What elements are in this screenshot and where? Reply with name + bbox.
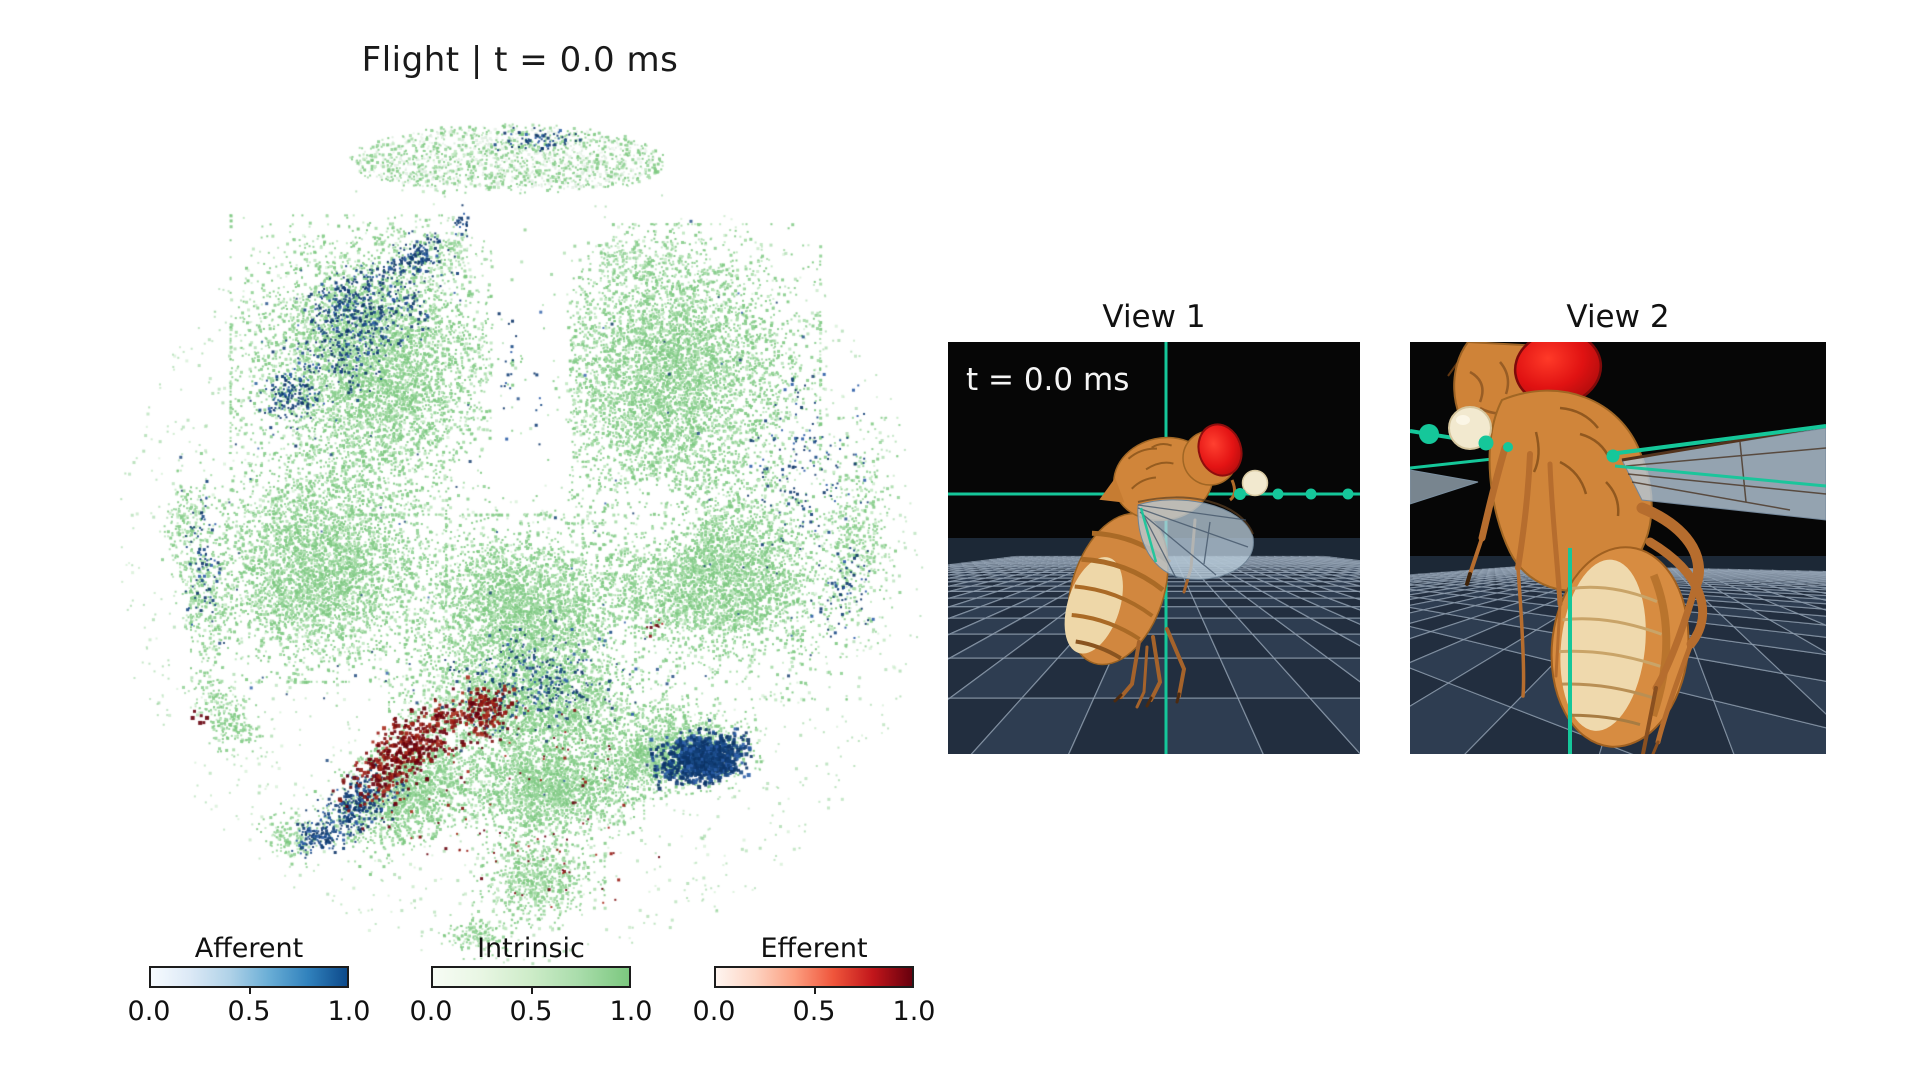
colorbar-afferent: Afferent 0.0 0.5 1.0 — [128, 933, 371, 1030]
tick-label: 1.0 — [327, 996, 371, 1027]
fly-abdomen — [1064, 512, 1172, 666]
tick-label: 0.0 — [409, 996, 453, 1027]
umap-scatter-canvas — [80, 100, 960, 980]
tick-label: 0.0 — [127, 996, 171, 1027]
tick-label: 1.0 — [609, 996, 653, 1027]
view1-fly — [1064, 423, 1269, 709]
tick-label: 1.0 — [892, 996, 936, 1027]
fly-wing — [1137, 496, 1254, 580]
colorbar-afferent-gradient — [149, 966, 349, 994]
view2-title: View 2 — [1566, 299, 1670, 335]
fly-wing-right — [1621, 424, 1826, 521]
view1-timestamp: t = 0.0 ms — [966, 362, 1130, 398]
colorbar-intrinsic: Intrinsic 0.0 0.5 1.0 — [410, 933, 653, 1030]
view2-crosshair-front — [1419, 424, 1826, 754]
colorbar-intrinsic-gradient — [431, 966, 631, 994]
fly-legs-left — [1465, 444, 1563, 698]
view1-title: View 1 — [1102, 299, 1206, 335]
fly-wing-left — [1410, 469, 1479, 505]
tick-label: 0.0 — [692, 996, 736, 1027]
colorbar-efferent-ticks: 0.0 0.5 1.0 — [693, 996, 936, 1030]
colorbar-efferent-label: Efferent — [760, 933, 868, 964]
view1-panel: t = 0.0 ms — [948, 342, 1360, 754]
scatter-title: Flight | t = 0.0 ms — [361, 40, 679, 80]
view1-axis-beads — [1234, 488, 1354, 500]
fly-haltere — [1241, 469, 1269, 497]
view2-fly — [1410, 342, 1826, 754]
fly-haltere-highlight — [1456, 415, 1470, 425]
colorbar-efferent: Efferent 0.0 0.5 1.0 — [693, 933, 936, 1030]
colorbar-efferent-gradient — [714, 966, 914, 994]
colorbar-afferent-ticks: 0.0 0.5 1.0 — [128, 996, 371, 1030]
colorbar-afferent-label: Afferent — [194, 933, 304, 964]
tick-label: 0.5 — [509, 996, 553, 1027]
fly-eye — [1197, 423, 1243, 477]
colorbar-intrinsic-ticks: 0.0 0.5 1.0 — [410, 996, 653, 1030]
tick-label: 0.5 — [227, 996, 271, 1027]
colorbar-intrinsic-label: Intrinsic — [477, 933, 585, 964]
tick-label: 0.5 — [792, 996, 836, 1027]
fly-legs-hind — [1636, 502, 1708, 754]
view2-panel — [1410, 342, 1826, 754]
